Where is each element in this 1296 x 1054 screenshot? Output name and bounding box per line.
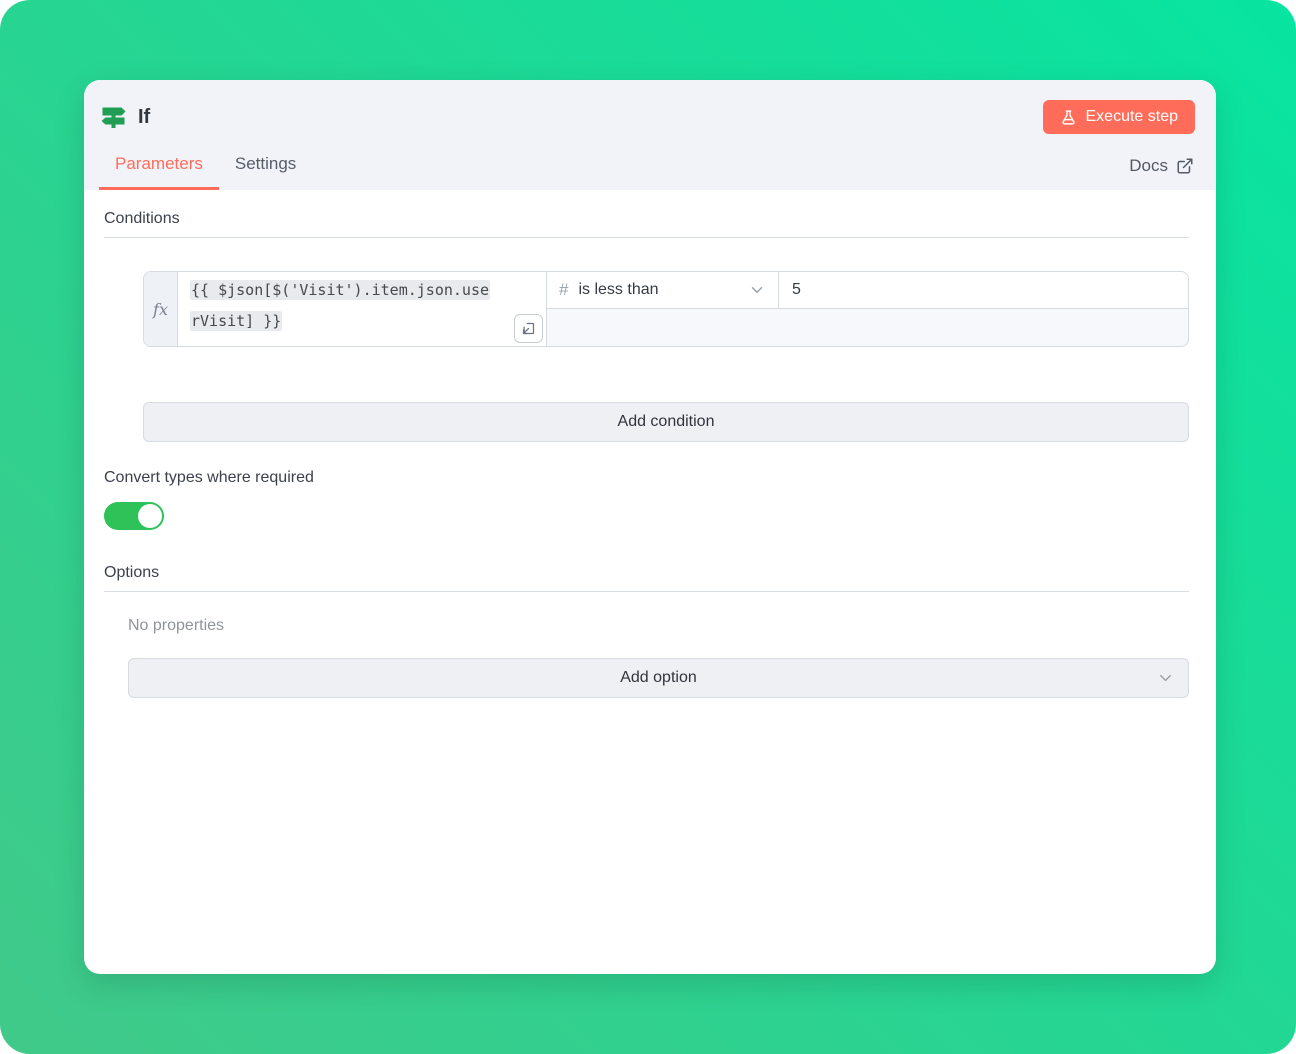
options-divider	[104, 591, 1189, 592]
operator-label: is less than	[578, 281, 659, 298]
options-section-label: Options	[104, 564, 160, 581]
conditions-section-label: Conditions	[104, 210, 180, 227]
add-condition-label: Add condition	[617, 413, 715, 430]
docs-label: Docs	[1129, 156, 1168, 175]
convert-types-toggle[interactable]	[104, 502, 164, 530]
conditions-list: fx {{ $json[$('Visit').item.json.use rVi…	[143, 271, 1189, 442]
flask-icon	[1060, 109, 1077, 126]
fx-badge: fx	[144, 272, 178, 346]
chevron-down-icon	[1156, 669, 1175, 688]
condition-row: fx {{ $json[$('Visit').item.json.use rVi…	[143, 271, 1189, 347]
execute-step-label: Execute step	[1085, 108, 1179, 125]
hash-icon: #	[559, 280, 569, 299]
add-condition-button[interactable]: Add condition	[143, 402, 1189, 442]
open-expression-editor-button[interactable]	[514, 314, 543, 343]
expression-line-1: {{ $json[$('Visit').item.json.use	[190, 280, 491, 300]
chevron-down-icon	[748, 281, 766, 299]
condition-right-value-input[interactable]: 5	[779, 272, 1188, 309]
add-option-button[interactable]: Add option	[128, 658, 1189, 698]
expand-expression-icon	[521, 321, 536, 336]
tab-settings[interactable]: Settings	[234, 154, 297, 173]
execute-step-button[interactable]: Execute step	[1042, 100, 1195, 134]
no-properties-text: No properties	[128, 617, 225, 634]
conditions-divider	[104, 237, 1189, 238]
node-settings-panel: If Execute step Parameters Settings	[84, 80, 1216, 974]
condition-row-filler	[547, 309, 1188, 346]
node-title: If	[138, 105, 151, 128]
add-option-label: Add option	[620, 669, 697, 686]
condition-left-value-input[interactable]: {{ $json[$('Visit').item.json.use rVisit…	[178, 272, 547, 346]
expression-line-2: rVisit] }}	[190, 311, 283, 331]
signpost-icon	[100, 103, 127, 131]
tab-bar: Parameters Settings Docs	[84, 134, 1216, 190]
panel-header: If Execute step Parameters Settings	[84, 80, 1216, 190]
condition-operator-select[interactable]: # is less than	[547, 272, 779, 309]
docs-link[interactable]: Docs	[1129, 156, 1194, 190]
parameters-panel: Conditions fx {{ $json[$('Visit').item.j…	[84, 190, 1216, 698]
toggle-knob	[138, 504, 162, 528]
tab-parameters[interactable]: Parameters	[99, 148, 219, 190]
convert-types-label: Convert types where required	[104, 469, 314, 486]
convert-types-field: Convert types where required	[104, 469, 1189, 530]
external-link-icon	[1176, 157, 1194, 175]
